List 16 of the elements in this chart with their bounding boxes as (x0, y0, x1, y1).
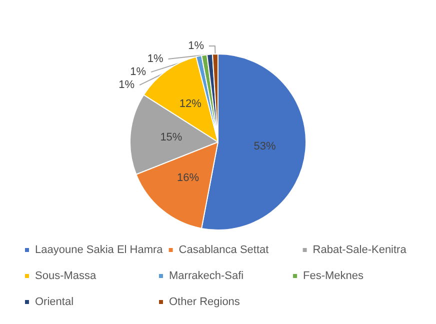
data-label: 16% (177, 172, 200, 184)
data-label: 1% (188, 40, 204, 52)
legend-label: Casablanca Settat (178, 244, 269, 256)
data-label: 1% (130, 66, 146, 78)
data-label: 12% (179, 98, 202, 110)
legend-label: Oriental (35, 296, 74, 308)
data-label: 53% (254, 140, 276, 152)
data-label: 15% (160, 132, 182, 144)
legend-label: Marrakech-Safi (169, 270, 244, 282)
legend-label: Laayoune Sakia El Hamra (35, 244, 164, 256)
legend-label: Sous-Massa (35, 270, 98, 282)
legend-label: Rabat-Sale-Kenitra (312, 244, 408, 256)
legend-label: Fes-Meknes (303, 270, 364, 282)
data-label: 1% (147, 53, 164, 66)
legend-label: Other Regions (169, 296, 240, 308)
data-label: 1% (118, 79, 135, 92)
